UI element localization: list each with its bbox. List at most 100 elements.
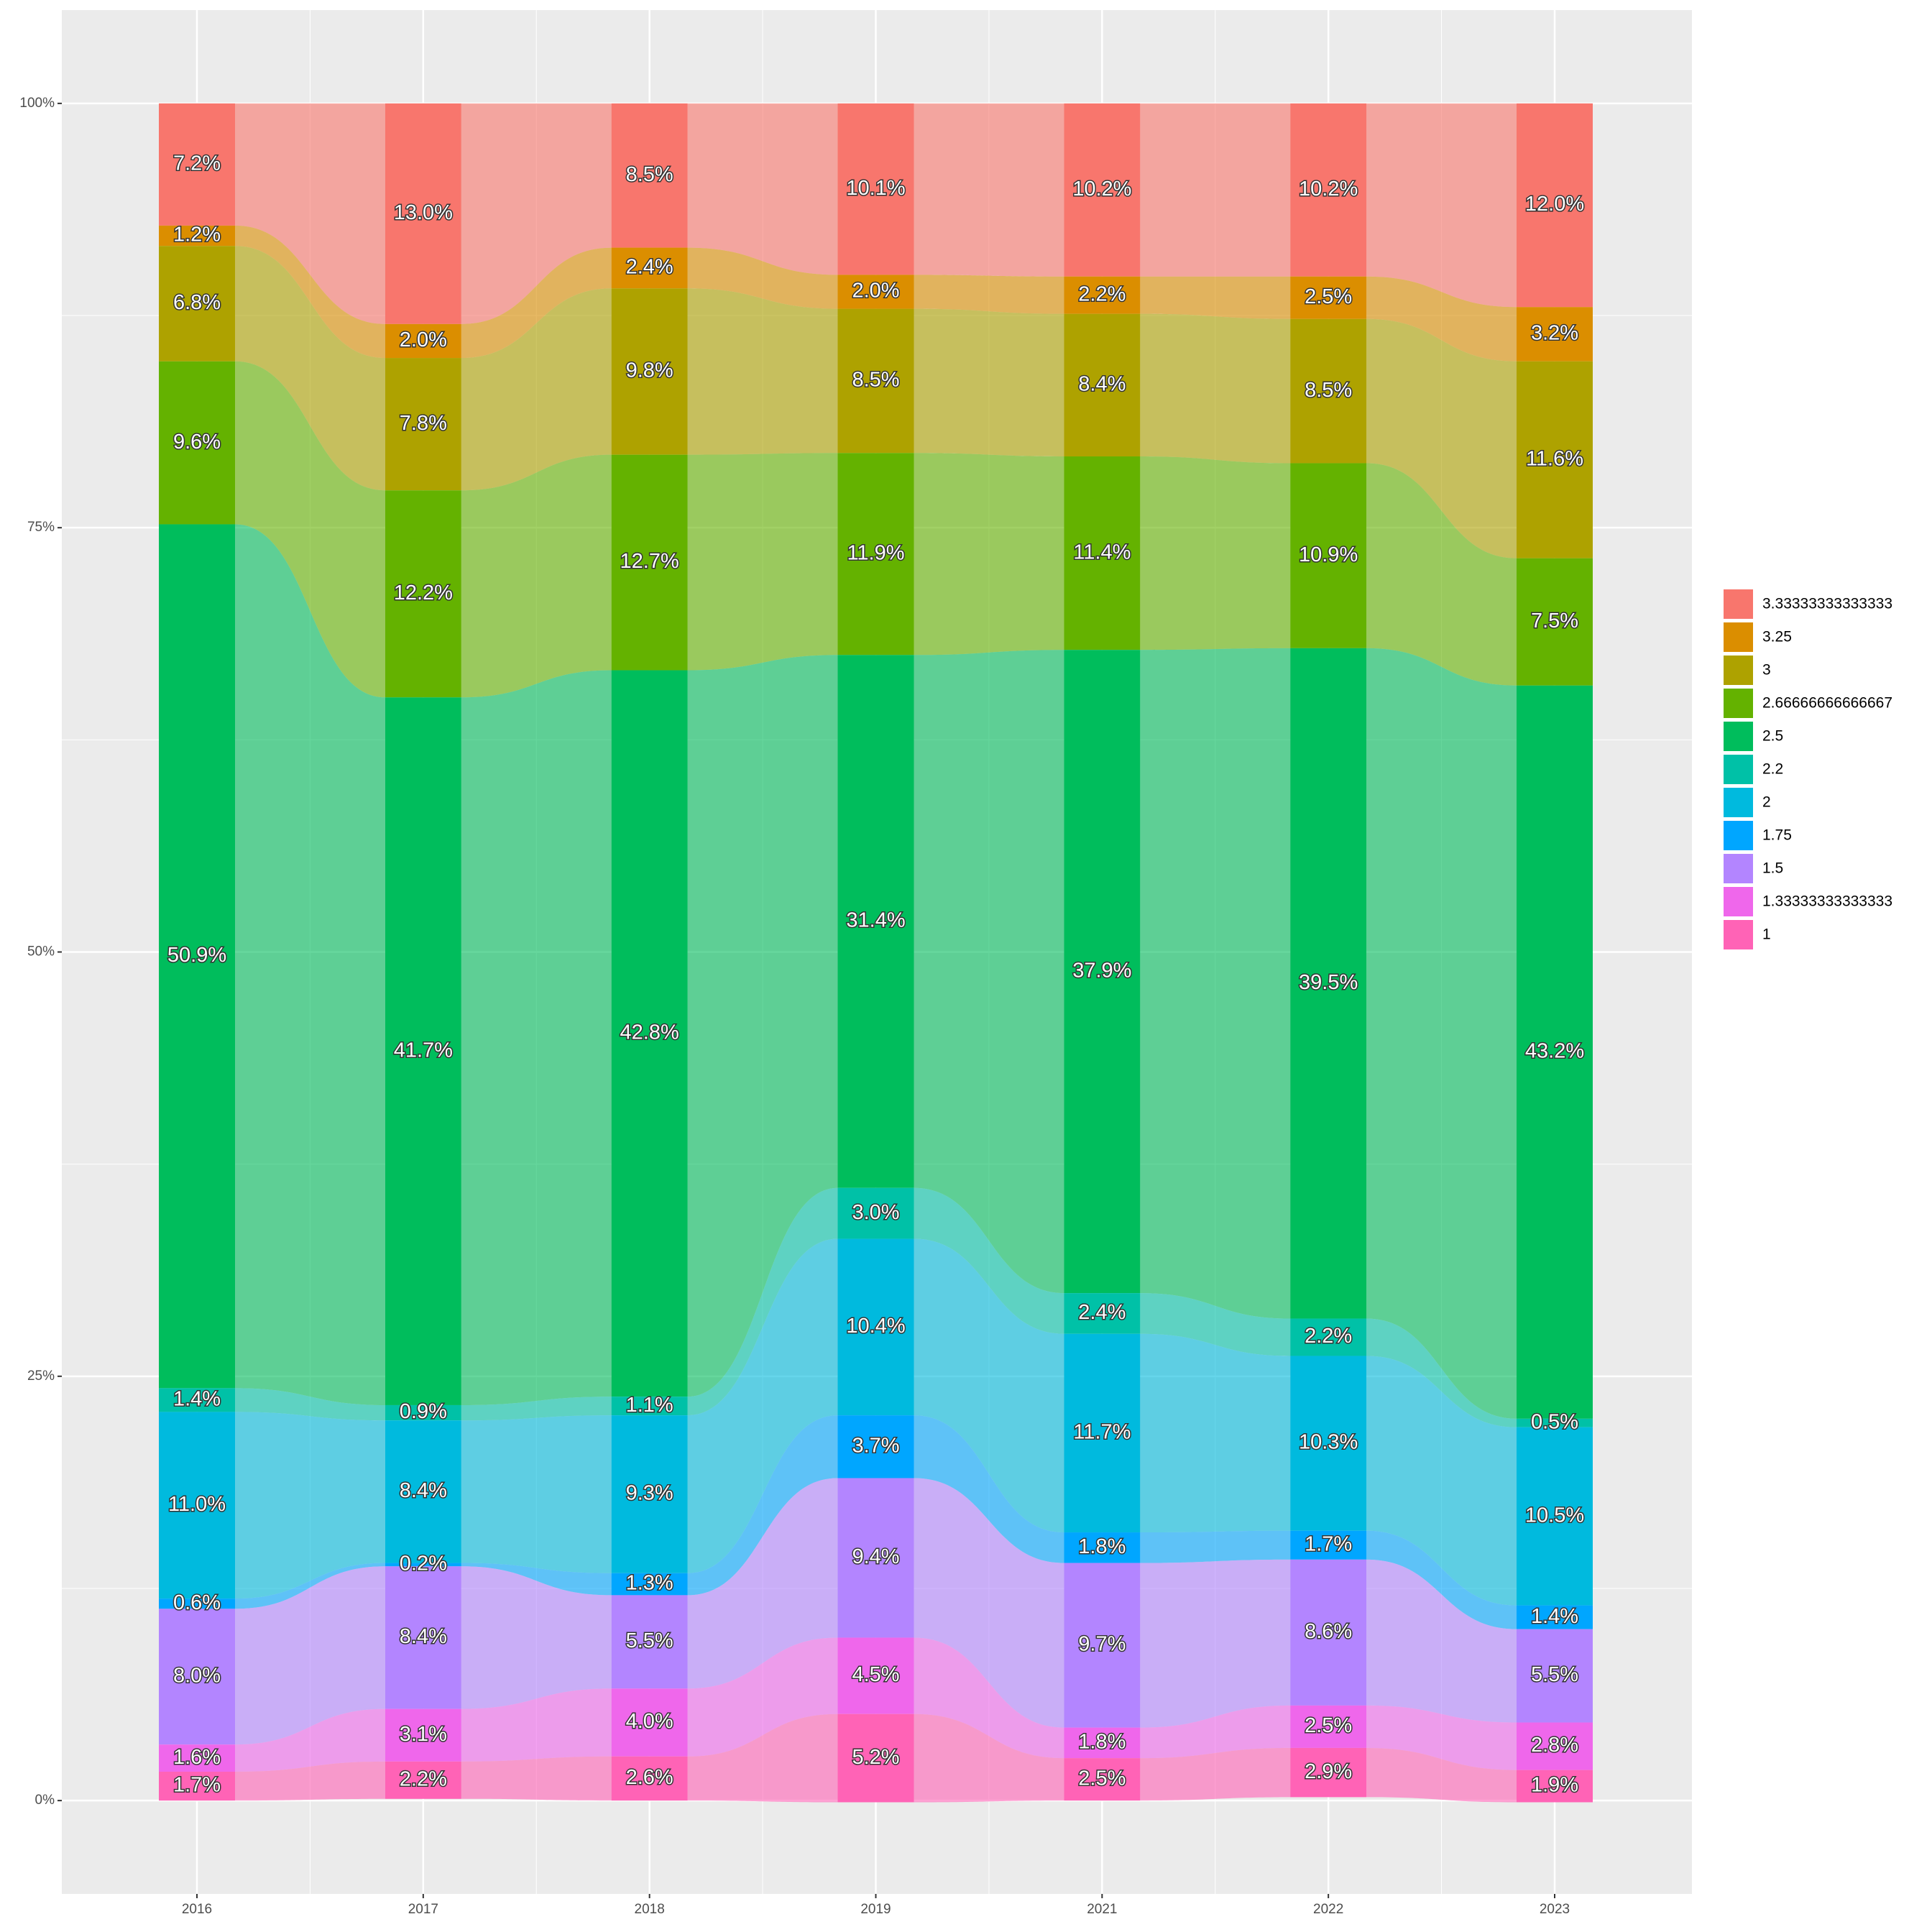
value-label: 1.8%	[1078, 1731, 1126, 1754]
flow	[1140, 1333, 1291, 1533]
stratum	[159, 1771, 235, 1801]
flow	[914, 1238, 1064, 1533]
flow	[461, 288, 612, 491]
flow	[687, 103, 838, 275]
legend-label: 3.33333333333333	[1762, 596, 1892, 612]
flow	[1140, 1559, 1291, 1728]
value-label: 7.2%	[173, 152, 221, 175]
value-label: 10.2%	[1299, 178, 1358, 201]
stratum	[1290, 1559, 1367, 1706]
flow	[235, 524, 385, 1405]
stratum	[385, 1708, 461, 1762]
legend-key	[1722, 919, 1754, 951]
value-label: 5.5%	[626, 1629, 673, 1652]
value-label: 2.8%	[1531, 1734, 1578, 1757]
value-label: 3.7%	[852, 1434, 899, 1457]
stratum	[159, 225, 235, 247]
stratum	[159, 246, 235, 362]
flow	[461, 247, 612, 359]
stratum	[837, 308, 914, 454]
value-label: 8.5%	[852, 369, 899, 392]
value-label: 2.2%	[400, 1767, 447, 1790]
stratum	[611, 1397, 688, 1416]
value-label: 1.1%	[626, 1394, 673, 1417]
value-label: 7.8%	[400, 412, 447, 435]
flow	[1366, 1559, 1517, 1723]
flow	[461, 1397, 612, 1421]
value-label: 10.9%	[1299, 543, 1358, 566]
value-label: 8.5%	[1305, 379, 1352, 402]
value-label: 0.9%	[400, 1400, 447, 1423]
value-label: 10.5%	[1525, 1504, 1584, 1527]
stratum	[159, 524, 235, 1389]
legend-key	[1722, 720, 1754, 753]
y-tick-label: 100%	[19, 96, 55, 111]
value-label: 50.9%	[167, 944, 226, 967]
value-label: 9.7%	[1078, 1633, 1126, 1656]
stratum	[837, 453, 914, 656]
flow	[914, 1187, 1064, 1334]
value-label: 11.0%	[168, 1493, 226, 1516]
stratum	[1517, 307, 1593, 362]
stratum	[611, 454, 688, 671]
x-tick-label: 2017	[408, 1902, 438, 1917]
flow	[914, 1714, 1064, 1803]
flow	[1366, 1705, 1517, 1770]
x-tick-label: 2021	[1087, 1902, 1117, 1917]
flow	[235, 246, 385, 491]
stratum	[1290, 1530, 1367, 1560]
value-label: 0.6%	[173, 1591, 221, 1614]
stratum	[385, 323, 461, 359]
flow	[461, 454, 612, 698]
flow	[1140, 1747, 1291, 1801]
value-label: 8.5%	[626, 163, 673, 186]
stratum	[1064, 1758, 1141, 1801]
flow	[1140, 648, 1291, 1319]
value-label: 39.5%	[1299, 971, 1358, 994]
flow	[914, 650, 1064, 1294]
value-label: 6.8%	[173, 291, 221, 314]
value-label: 2.4%	[626, 256, 673, 279]
legend-label: 2.5	[1762, 728, 1783, 745]
value-label: 2.2%	[1078, 282, 1126, 305]
flow	[687, 1637, 838, 1757]
stratum	[611, 1688, 688, 1757]
stratum	[1064, 276, 1141, 314]
stratum	[1290, 648, 1367, 1319]
stratum	[837, 275, 914, 309]
flow	[914, 308, 1064, 457]
flow	[235, 225, 385, 359]
value-label: 10.4%	[846, 1315, 905, 1338]
stratum	[1290, 318, 1367, 464]
stratum	[1290, 276, 1367, 319]
flow	[914, 275, 1064, 314]
flow	[914, 1478, 1064, 1728]
stratum	[611, 288, 688, 455]
value-label: 1.6%	[173, 1746, 221, 1769]
value-label: 10.1%	[846, 177, 905, 200]
stratum	[1290, 1747, 1367, 1798]
stratum	[1290, 1705, 1367, 1748]
value-label: 10.2%	[1072, 178, 1131, 201]
legend-label: 2.66666666666667	[1762, 695, 1892, 712]
flow	[461, 1566, 612, 1709]
flow	[461, 103, 612, 324]
value-label: 1.3%	[626, 1572, 673, 1595]
value-label: 8.4%	[1078, 372, 1126, 395]
flows	[235, 103, 1517, 1803]
flow	[235, 1708, 385, 1772]
stratum	[1517, 1605, 1593, 1629]
value-label: 5.2%	[852, 1746, 899, 1769]
stratum	[611, 247, 688, 289]
value-label: 11.6%	[1526, 447, 1583, 470]
flow	[461, 670, 612, 1405]
legend-key	[1722, 621, 1754, 653]
flow	[461, 1688, 612, 1762]
value-label: 5.5%	[1531, 1663, 1578, 1686]
value-label: 2.0%	[852, 280, 899, 303]
legend-key	[1722, 819, 1754, 852]
stratum	[1064, 1563, 1141, 1728]
value-label: 8.4%	[400, 1625, 447, 1648]
stratum	[385, 1761, 461, 1799]
flow	[461, 1756, 612, 1801]
